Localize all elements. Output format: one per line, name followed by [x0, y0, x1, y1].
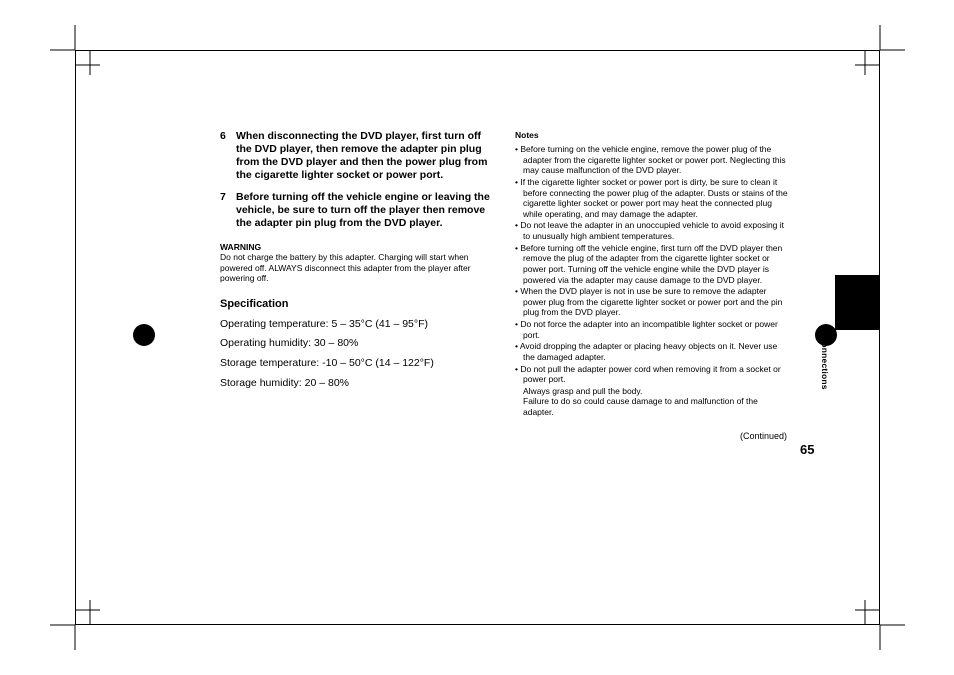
warning-heading: WARNING	[220, 242, 495, 252]
crop-mark-tl	[50, 25, 100, 75]
notes-list: Before turning on the vehicle engine, re…	[515, 144, 790, 385]
note-item: Do not leave the adapter in an unoccupie…	[515, 220, 790, 241]
notes-tail: Always grasp and pull the body. Failure …	[515, 386, 790, 418]
note-item: Avoid dropping the adapter or placing he…	[515, 341, 790, 362]
note-tail-line: Failure to do so could cause damage to a…	[515, 396, 790, 417]
spec-heading: Specification	[220, 298, 495, 310]
continued-label: (Continued)	[740, 431, 787, 441]
step-number: 7	[220, 191, 230, 230]
note-item: When the DVD player is not in use be sur…	[515, 286, 790, 318]
note-item: Do not force the adapter into an incompa…	[515, 319, 790, 340]
step-number: 6	[220, 130, 230, 183]
crop-mark-tr	[855, 25, 905, 75]
step-text: When disconnecting the DVD player, first…	[236, 130, 495, 183]
step-7: 7 Before turning off the vehicle engine …	[220, 191, 495, 230]
right-column: Notes Before turning on the vehicle engi…	[515, 130, 790, 418]
content-area: 6 When disconnecting the DVD player, fir…	[220, 130, 790, 418]
crop-mark-br	[855, 600, 905, 650]
note-tail-line: Always grasp and pull the body.	[515, 386, 790, 397]
spec-line: Operating temperature: 5 – 35°C (41 – 95…	[220, 318, 495, 332]
spec-line: Operating humidity: 30 – 80%	[220, 337, 495, 351]
note-item: Do not pull the adapter power cord when …	[515, 364, 790, 385]
step-text: Before turning off the vehicle engine or…	[236, 191, 495, 230]
notes-heading: Notes	[515, 130, 790, 140]
crop-mark-bl	[50, 600, 100, 650]
note-item: Before turning on the vehicle engine, re…	[515, 144, 790, 176]
registration-mark-left	[110, 305, 170, 365]
page-number: 65	[800, 442, 814, 457]
section-label: Connections	[820, 336, 830, 390]
note-item: If the cigarette lighter socket or power…	[515, 177, 790, 220]
spec-line: Storage humidity: 20 – 80%	[220, 377, 495, 391]
warning-body: Do not charge the battery by this adapte…	[220, 252, 495, 284]
section-tab	[835, 275, 880, 330]
spec-line: Storage temperature: -10 – 50°C (14 – 12…	[220, 357, 495, 371]
step-6: 6 When disconnecting the DVD player, fir…	[220, 130, 495, 183]
left-column: 6 When disconnecting the DVD player, fir…	[220, 130, 495, 418]
note-item: Before turning off the vehicle engine, f…	[515, 243, 790, 286]
